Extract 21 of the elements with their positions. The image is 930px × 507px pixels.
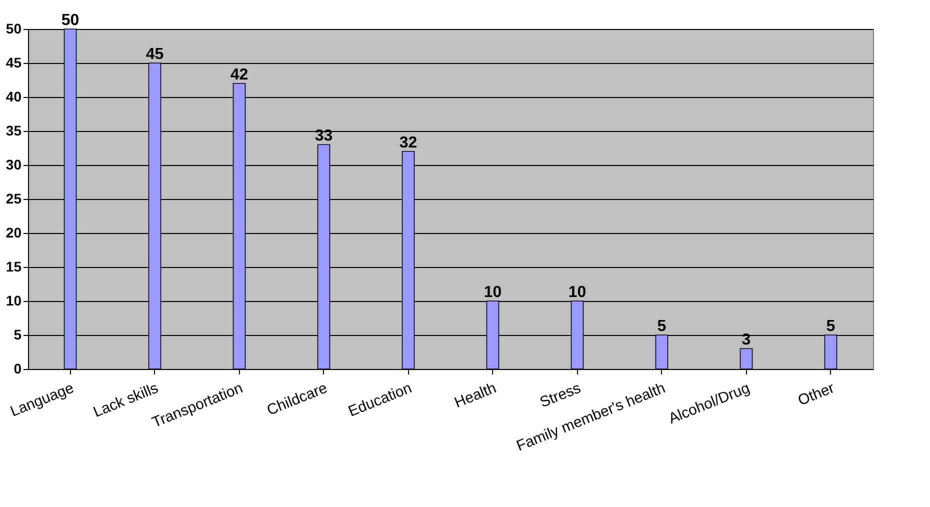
y-tick-label: 45 xyxy=(6,54,22,70)
y-tick-label: 5 xyxy=(14,326,22,342)
y-tick-label: 20 xyxy=(6,224,22,240)
y-tick-label: 25 xyxy=(6,190,22,206)
x-tick-label: Health xyxy=(452,380,499,412)
data-label: 42 xyxy=(230,66,248,84)
y-tick-label: 35 xyxy=(6,122,22,138)
data-label: 10 xyxy=(484,284,502,301)
y-tick-label: 30 xyxy=(6,156,22,172)
y-tick-label: 10 xyxy=(6,292,22,308)
y-tick-label: 40 xyxy=(6,88,22,104)
data-label: 5 xyxy=(826,318,836,335)
x-tick-label: Other xyxy=(796,380,837,410)
data-label: 5 xyxy=(657,318,666,335)
y-tick-label: 15 xyxy=(6,258,22,274)
data-label: 50 xyxy=(61,12,80,29)
data-label: 32 xyxy=(399,134,418,152)
data-label: 10 xyxy=(568,284,586,301)
data-label: 45 xyxy=(146,46,164,63)
y-tick-label: 50 xyxy=(6,20,22,36)
y-tick-label: 0 xyxy=(14,360,22,376)
